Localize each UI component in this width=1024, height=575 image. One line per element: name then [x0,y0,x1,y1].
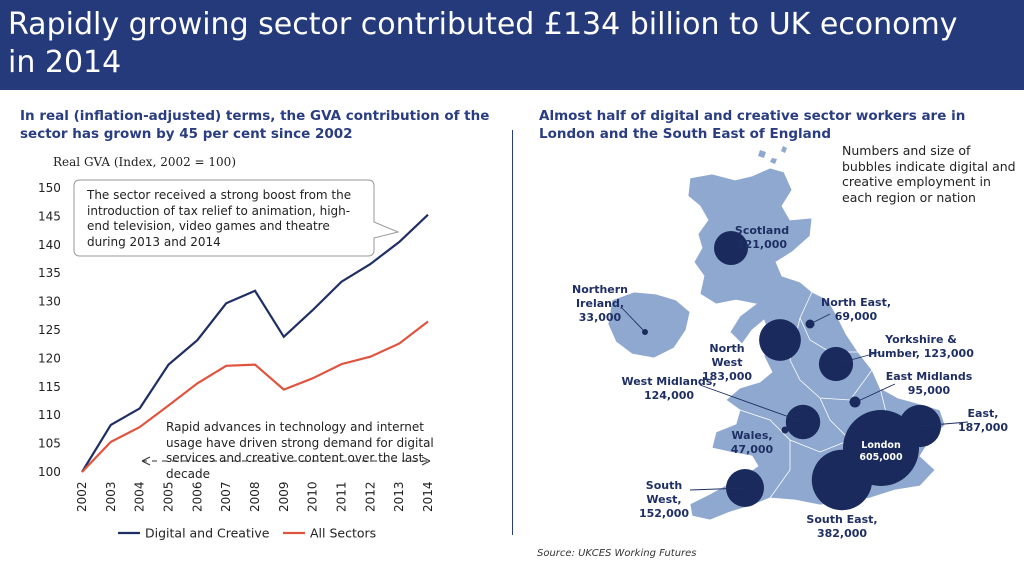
south-west-value: 152,000 [639,507,689,520]
right-subtitle: Almost half of digital and creative sect… [539,108,966,142]
legend-digital-label: Digital and Creative [145,526,270,541]
bubble-south-east [811,449,873,511]
panel-divider [512,130,513,535]
gva-line-chart: 100 105 110 115 120 125 130 135 140 145 150 2002 20… [38,179,435,541]
y-tick-label: 105 [38,437,61,451]
north-east-value: 69,000 [835,310,878,323]
bubble-scotland [714,231,748,265]
x-tick-label: 2008 [248,481,262,512]
x-tick-label: 2005 [162,481,176,512]
south-west-label-1: South [646,479,682,492]
northern-isles [758,146,787,164]
legend-all-label: All Sectors [310,526,376,541]
y-tick-label: 130 [38,295,61,309]
east-midlands-label: East Midlands [886,370,973,383]
y-axis-label: Real GVA (Index, 2002 = 100) [53,155,236,169]
wales-value: 47,000 [731,443,774,456]
x-tick-label: 2013 [392,481,406,512]
south-east-value: 382,000 [817,527,867,540]
y-tick-label: 150 [38,181,61,195]
y-tick-label: 135 [38,266,61,280]
decade-arrow-left-head [141,456,151,466]
northern-ireland-label-2: Ireland, [576,297,624,310]
series-line-digital-creative [81,213,429,473]
y-tick-label: 110 [38,408,61,422]
east-value: 187,000 [958,421,1008,434]
bubble-note: Numbers and size of bubbles indicate dig… [842,143,1016,205]
south-west-label-2: West, [646,493,681,506]
callout-boost-text: The sector received a strong boost from … [87,188,352,249]
north-east-label: North East, [821,296,891,309]
callout-box [73,179,400,257]
y-tick-label: 125 [38,323,61,337]
yorkshire-label: Yorkshire & [884,333,957,346]
x-tick-label: 2003 [104,481,118,512]
northern-ireland-shape [607,291,691,359]
series-line-all-sectors [81,320,429,473]
x-tick-label: 2002 [75,481,89,512]
x-tick-label: 2007 [219,481,233,512]
source-note: Source: UKCES Working Futures [537,548,697,559]
north-west-value: 183,000 [702,370,752,383]
bubble-wales [781,426,789,434]
london-value: 605,000 [859,452,903,463]
left-subtitle: In real (inflation-adjusted) terms, the … [20,108,490,142]
leader-lines [621,307,969,491]
uk-bubble-map: Scotland 121,000 Northern Ireland, 33,00… [572,146,1008,540]
decade-arrow-right-head [421,456,431,466]
west-midlands-value: 124,000 [644,389,694,402]
x-tick-label: 2004 [133,481,147,512]
north-west-label-2: West [711,356,742,369]
west-midlands-label: West Midlands, [621,375,716,388]
east-midlands-value: 95,000 [908,384,951,397]
x-tick-label: 2012 [363,481,377,512]
east-label: East, [968,407,999,420]
north-west-label-1: North [709,342,744,355]
bubble-east-midlands [849,396,861,408]
y-tick-label: 100 [38,465,61,479]
x-tick-label: 2014 [421,481,435,512]
bubble-north-west [759,319,801,361]
y-tick-label: 115 [38,380,61,394]
northern-ireland-label-1: Northern [572,283,628,296]
title-banner: Rapidly growing sector contributed £134 … [0,0,1024,90]
scotland-value: 121,000 [737,238,787,251]
page-title: Rapidly growing sector contributed £134 … [8,7,958,80]
x-tick-label: 2006 [190,481,204,512]
yorkshire-label-2: Humber, 123,000 [868,347,974,360]
wales-label: Wales, [731,429,772,442]
x-tick-label: 2009 [277,481,291,512]
london-label: London [861,440,901,451]
y-tick-label: 120 [38,351,61,365]
northern-ireland-value: 33,000 [579,311,622,324]
y-tick-label: 145 [38,209,61,223]
x-tick-label: 2011 [335,481,349,512]
y-tick-label: 140 [38,238,61,252]
scotland-label: Scotland [735,224,789,237]
south-east-label: South East, [806,513,877,526]
x-tick-label: 2010 [306,481,320,512]
callout-advances-text: Rapid advances in technology and interne… [166,420,434,481]
